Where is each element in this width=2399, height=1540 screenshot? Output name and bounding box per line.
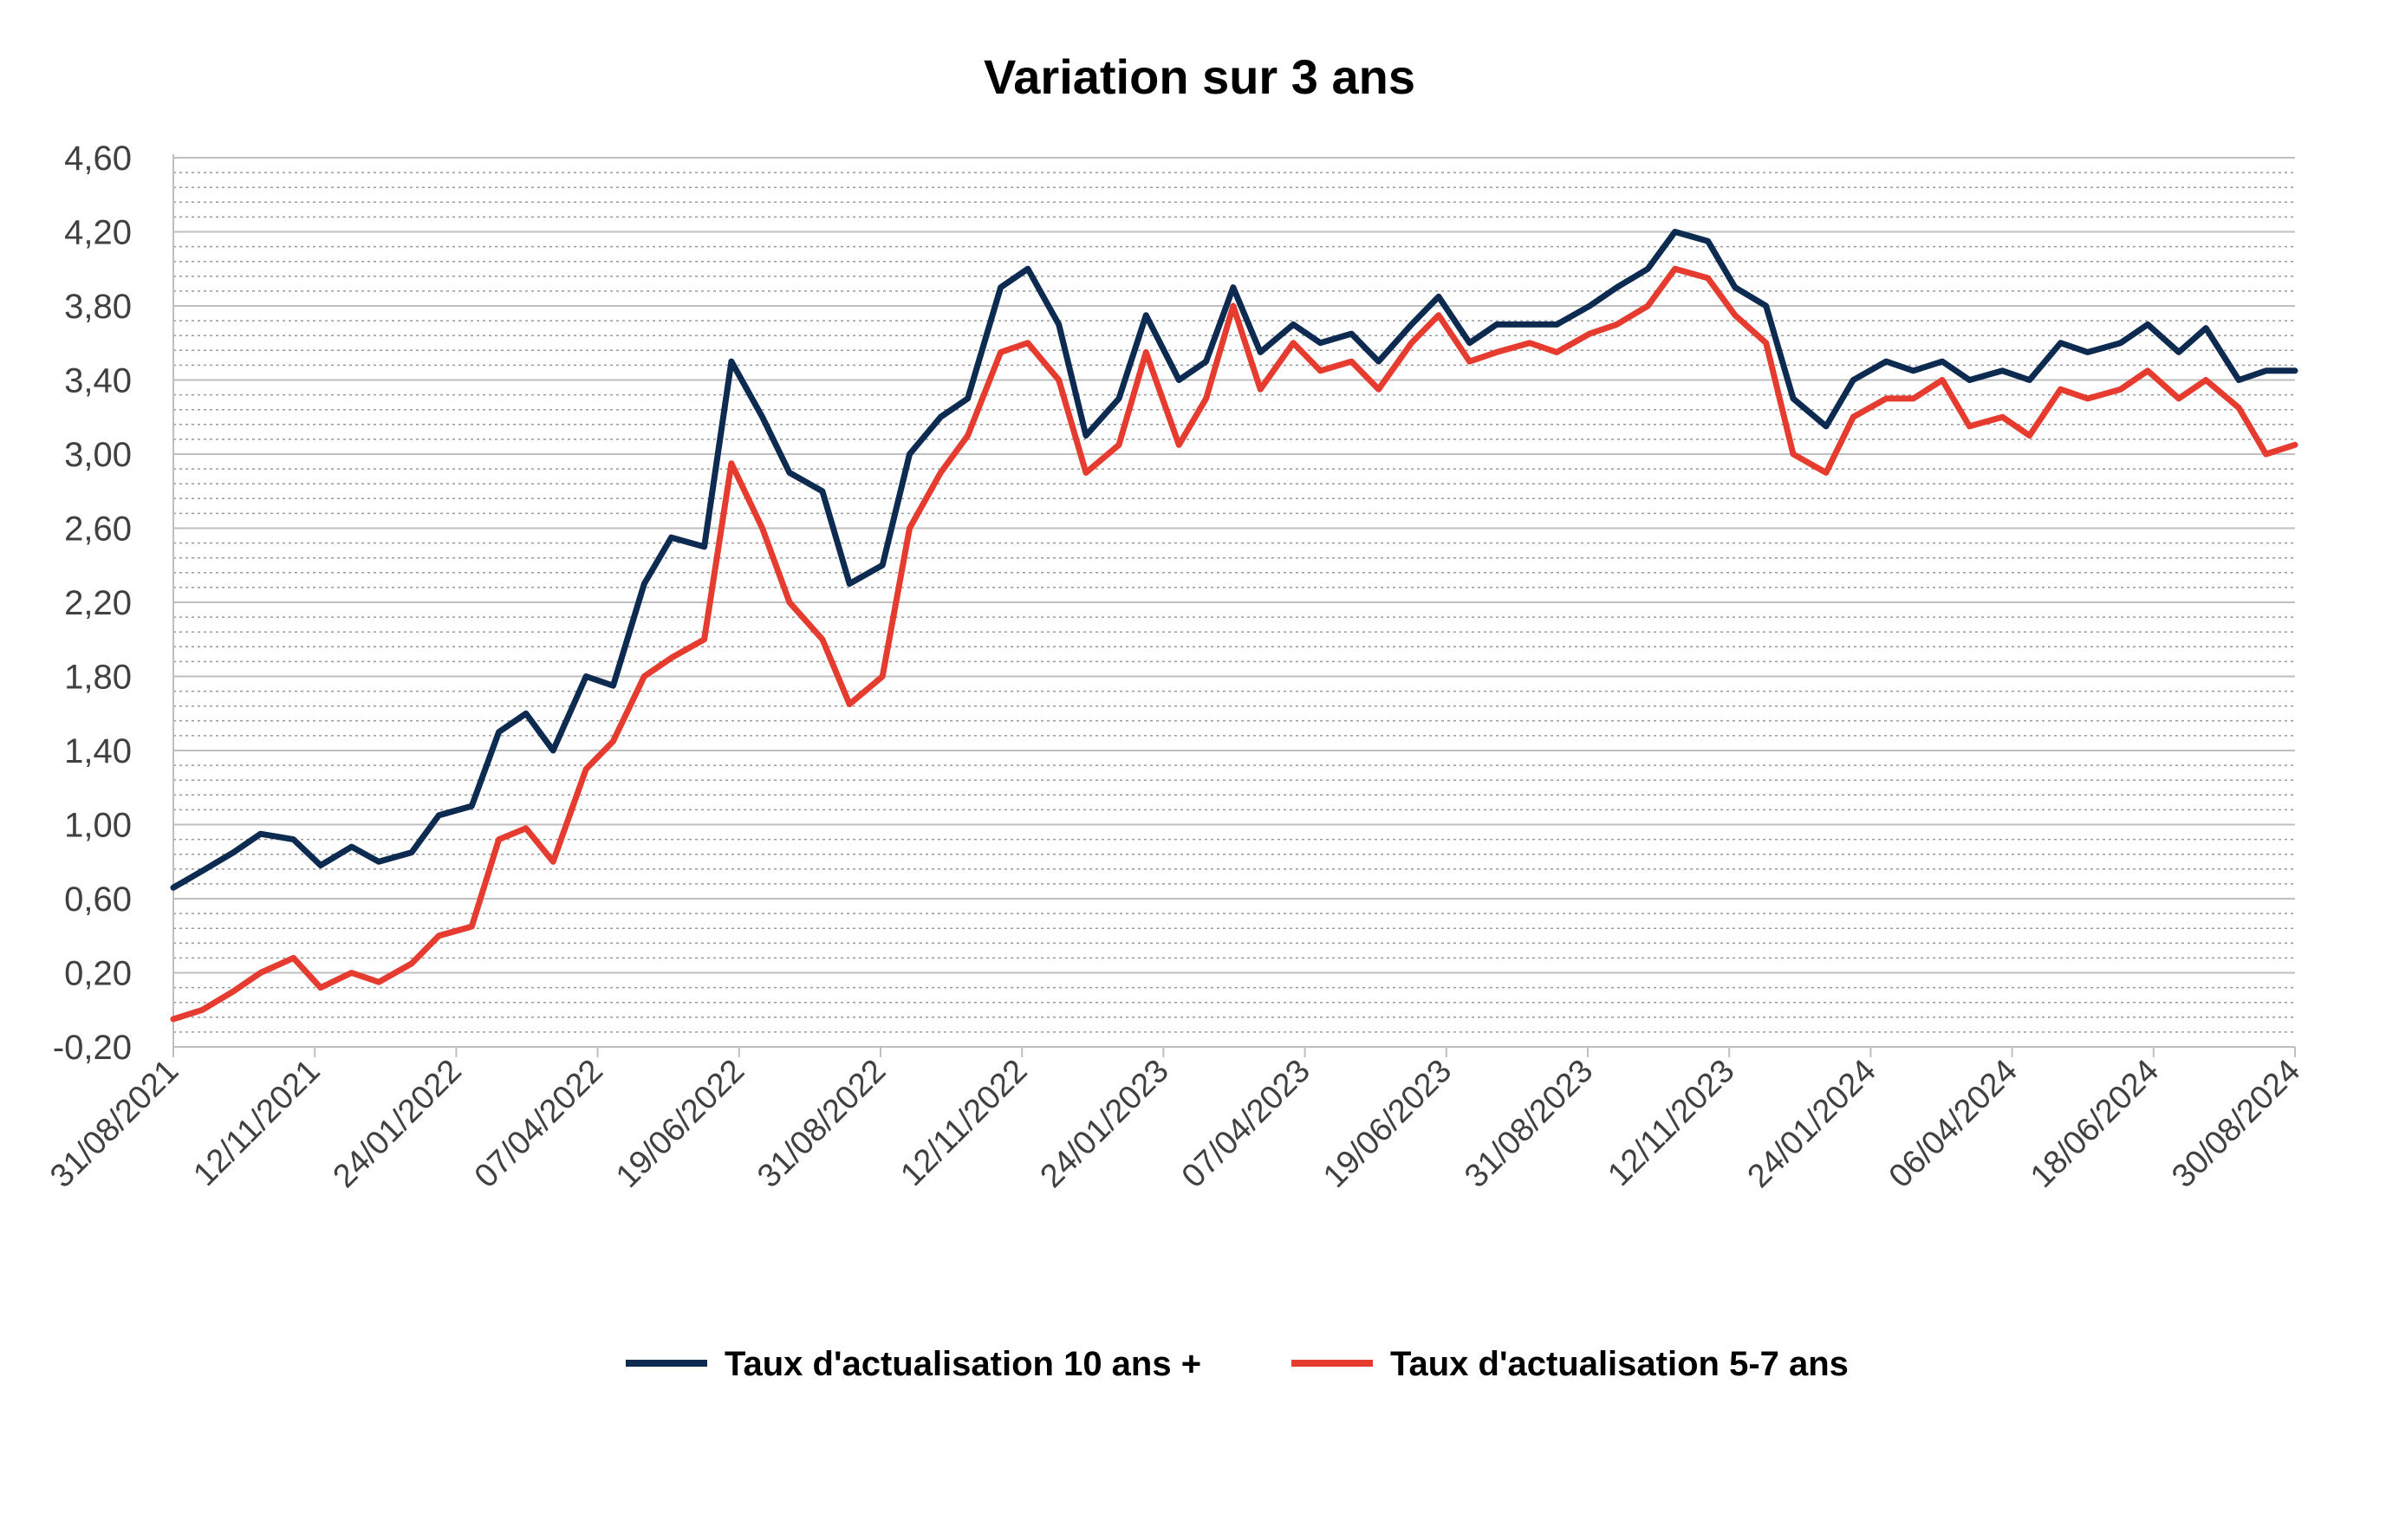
y-tick-label: 1,40 — [64, 732, 132, 770]
x-tick-label: 07/04/2023 — [1175, 1053, 1317, 1195]
x-axis-ticks: 31/08/2021 12/11/2021 24/01/2022 07/04/2022… — [43, 1047, 2307, 1195]
x-tick-label: 18/06/2024 — [2024, 1053, 2166, 1195]
x-tick-label: 30/08/2024 — [2165, 1053, 2307, 1195]
x-tick-label: 31/08/2022 — [751, 1053, 893, 1195]
grid-lines — [172, 154, 2295, 1048]
y-tick-label: 1,80 — [64, 659, 132, 697]
x-tick-label: 06/04/2024 — [1882, 1053, 2025, 1195]
y-tick-label: 2,20 — [64, 584, 132, 622]
y-axis-ticks: -0,20 0,20 0,60 1,00 1,40 1,80 2,20 2,60 3,00 3,4… — [53, 140, 132, 1067]
y-tick-label: 4,20 — [64, 214, 132, 252]
x-tick-label: 07/04/2022 — [468, 1053, 610, 1195]
y-tick-label: -0,20 — [53, 1029, 132, 1067]
y-tick-label: 4,60 — [64, 140, 132, 178]
x-tick-label: 12/11/2021 — [186, 1053, 327, 1193]
series-line-5-7-ans — [170, 265, 2298, 1023]
legend-label: Taux d'actualisation 5-7 ans — [1390, 1345, 1849, 1383]
x-tick-label: 24/01/2022 — [327, 1053, 469, 1195]
y-tick-label: 3,80 — [64, 288, 132, 326]
x-tick-label: 24/01/2023 — [1034, 1053, 1176, 1195]
y-tick-label: 0,20 — [64, 955, 132, 993]
x-tick-label: 19/06/2023 — [1317, 1053, 1459, 1195]
x-tick-label: 31/08/2021 — [43, 1053, 185, 1195]
chart-title: Variation sur 3 ans — [984, 49, 1415, 104]
y-tick-label: 2,60 — [64, 510, 132, 549]
legend-label: Taux d'actualisation 10 ans + — [725, 1345, 1201, 1383]
series-lines — [170, 229, 2298, 1023]
y-tick-label: 1,00 — [64, 807, 132, 845]
x-tick-label: 12/11/2023 — [1601, 1053, 1741, 1193]
x-tick-label: 31/08/2023 — [1458, 1053, 1600, 1195]
y-tick-label: 0,60 — [64, 880, 132, 919]
y-tick-label: 3,00 — [64, 436, 132, 474]
x-tick-label: 19/06/2022 — [609, 1053, 751, 1195]
y-tick-label: 3,40 — [64, 362, 132, 400]
legend: Taux d'actualisation 10 ans + Taux d'actu… — [626, 1345, 1849, 1383]
x-tick-label: 24/01/2024 — [1741, 1053, 1883, 1195]
series-line-10-ans — [170, 229, 2298, 891]
x-tick-label: 12/11/2022 — [894, 1053, 1034, 1193]
